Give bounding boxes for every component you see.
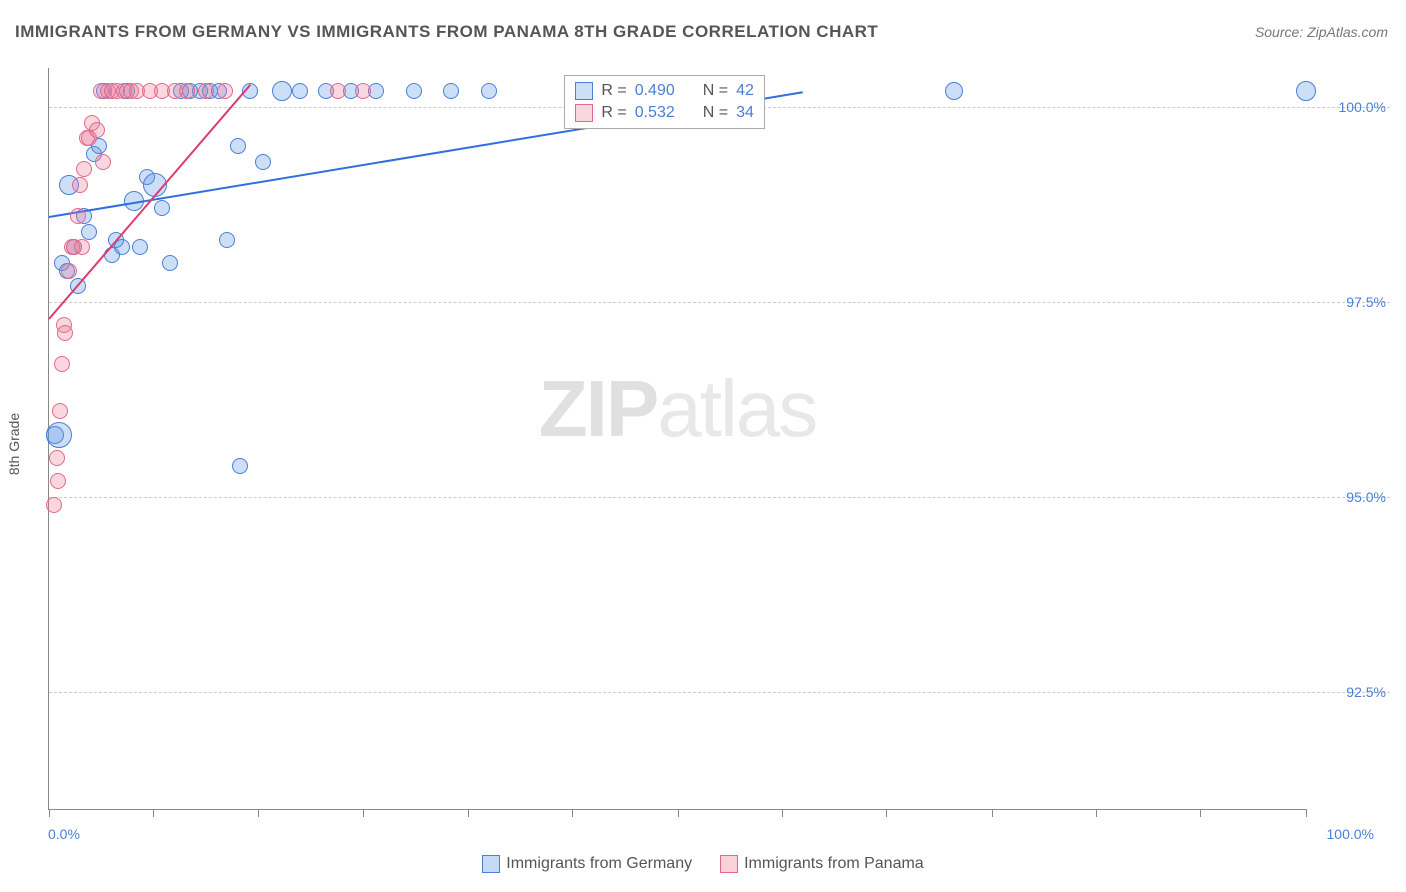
plot-area: ZIPatlas 100.0%97.5%95.0%92.5%R =0.490N … [48, 68, 1306, 810]
n-label: N = [703, 102, 728, 124]
n-value: 42 [736, 80, 754, 102]
n-value: 34 [736, 102, 754, 124]
data-point [95, 154, 111, 170]
y-tick-label: 100.0% [1314, 99, 1386, 115]
data-point [54, 356, 70, 372]
data-point [57, 325, 73, 341]
data-point [232, 458, 248, 474]
x-axis-max-label: 100.0% [1327, 826, 1374, 842]
r-label: R = [601, 80, 626, 102]
data-point [76, 161, 92, 177]
data-point [255, 154, 271, 170]
data-point [74, 239, 90, 255]
data-point [49, 450, 65, 466]
chart-container: IMMIGRANTS FROM GERMANY VS IMMIGRANTS FR… [0, 0, 1406, 892]
data-point [72, 177, 88, 193]
data-point [46, 422, 72, 448]
x-tick [49, 809, 50, 817]
data-point [179, 83, 195, 99]
data-point [198, 83, 214, 99]
legend: Immigrants from Germany Immigrants from P… [0, 855, 1406, 878]
y-tick-label: 95.0% [1314, 489, 1386, 505]
data-point [217, 83, 233, 99]
data-point [132, 239, 148, 255]
x-tick [363, 809, 364, 817]
legend-label: Immigrants from Germany [506, 855, 692, 873]
watermark-light: atlas [657, 364, 816, 453]
data-point [1296, 81, 1316, 101]
data-point [61, 263, 77, 279]
x-tick [992, 809, 993, 817]
x-tick [782, 809, 783, 817]
x-tick [678, 809, 679, 817]
x-tick [572, 809, 573, 817]
legend-swatch [720, 855, 738, 873]
x-tick [468, 809, 469, 817]
x-tick [1200, 809, 1201, 817]
data-point [52, 403, 68, 419]
legend-swatch [482, 855, 500, 873]
x-tick [1306, 809, 1307, 817]
data-point [272, 81, 292, 101]
data-point [481, 83, 497, 99]
data-point [292, 83, 308, 99]
data-point [355, 83, 371, 99]
n-label: N = [703, 80, 728, 102]
data-point [162, 255, 178, 271]
chart-source: Source: ZipAtlas.com [1255, 24, 1388, 40]
data-point [46, 497, 62, 513]
data-point [443, 83, 459, 99]
gridline [49, 302, 1390, 303]
y-axis-title: 8th Grade [6, 413, 22, 475]
x-axis-min-label: 0.0% [48, 826, 80, 842]
r-value: 0.490 [635, 80, 675, 102]
gridline [49, 692, 1390, 693]
data-point [330, 83, 346, 99]
r-value: 0.532 [635, 102, 675, 124]
data-point [50, 473, 66, 489]
x-tick [153, 809, 154, 817]
legend-label: Immigrants from Panama [744, 855, 924, 873]
trend-line [48, 84, 251, 319]
stats-row: R = 0.490 N = 42 [575, 80, 754, 102]
stats-box: R = 0.490 N = 42 R = 0.532 N = 34 [564, 75, 765, 129]
x-tick [886, 809, 887, 817]
data-point [945, 82, 963, 100]
legend-item: Immigrants from Germany [482, 855, 692, 873]
y-tick-label: 92.5% [1314, 684, 1386, 700]
chart-title: IMMIGRANTS FROM GERMANY VS IMMIGRANTS FR… [15, 22, 878, 42]
data-point [230, 138, 246, 154]
series-swatch [575, 82, 593, 100]
chart-area: 8th Grade ZIPatlas 100.0%97.5%95.0%92.5%… [48, 50, 1390, 838]
r-label: R = [601, 102, 626, 124]
data-point [70, 208, 86, 224]
series-swatch [575, 104, 593, 122]
data-point [89, 122, 105, 138]
x-tick [258, 809, 259, 817]
data-point [81, 224, 97, 240]
y-tick-label: 97.5% [1314, 294, 1386, 310]
watermark: ZIPatlas [539, 363, 816, 455]
gridline [49, 497, 1390, 498]
stats-row: R = 0.532 N = 34 [575, 102, 754, 124]
watermark-bold: ZIP [539, 364, 657, 453]
data-point [154, 200, 170, 216]
x-tick [1096, 809, 1097, 817]
legend-item: Immigrants from Panama [720, 855, 924, 873]
data-point [219, 232, 235, 248]
data-point [406, 83, 422, 99]
